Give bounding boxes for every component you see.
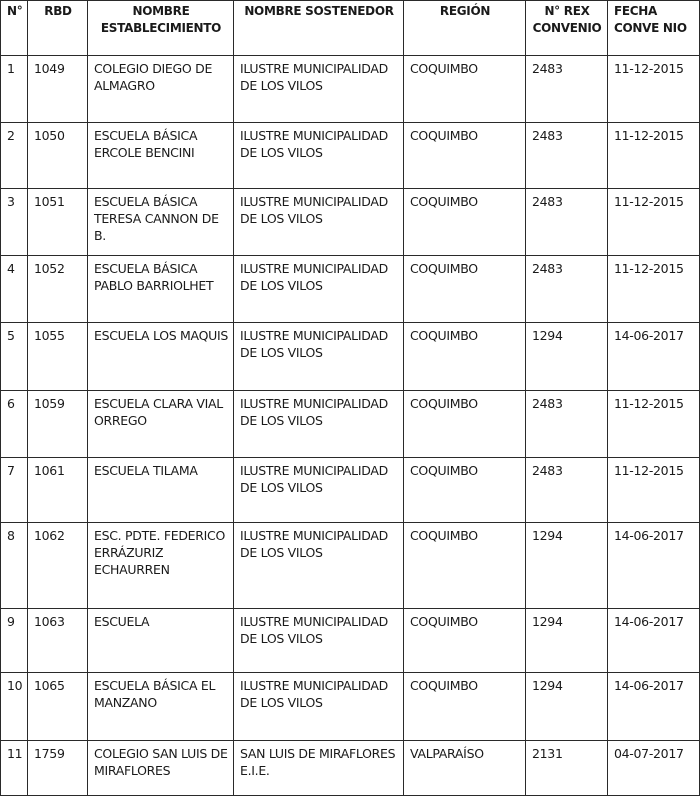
cell-rbd: 1055 (27, 322, 88, 391)
table-row: 2 1050 ESCUELA BÁSICA ERCOLE BENCINI ILUSTR… (0, 122, 700, 189)
cell-region: COQUIMBO (403, 608, 526, 673)
cell-fecha: 14-06-2017 (607, 608, 700, 673)
cell-rex: 2483 (525, 390, 608, 458)
header-rbd: RBD (27, 0, 88, 56)
cell-establecimiento: ESCUELA CLARA VIAL ORREGO (87, 390, 234, 458)
table-row: 1 1049 COLEGIO DIEGO DE ALMAGRO ILUSTRE MUN… (0, 55, 700, 123)
cell-region: COQUIMBO (403, 522, 526, 609)
cell-sostenedor: ILUSTRE MUNICIPALIDAD DE LOS VILOS (233, 390, 404, 458)
cell-fecha: 14-06-2017 (607, 322, 700, 391)
cell-fecha: 14-06-2017 (607, 672, 700, 741)
cell-n: 4 (0, 255, 28, 323)
cell-region: COQUIMBO (403, 322, 526, 391)
cell-rbd: 1049 (27, 55, 88, 123)
cell-rbd: 1050 (27, 122, 88, 189)
cell-n: 5 (0, 322, 28, 391)
cell-fecha: 11-12-2015 (607, 390, 700, 458)
cell-sostenedor: ILUSTRE MUNICIPALIDAD DE LOS VILOS (233, 608, 404, 673)
cell-fecha: 11-12-2015 (607, 122, 700, 189)
header-n: N° (0, 0, 28, 56)
cell-rbd: 1065 (27, 672, 88, 741)
cell-establecimiento: ESCUELA (87, 608, 234, 673)
cell-region: COQUIMBO (403, 672, 526, 741)
cell-region: COQUIMBO (403, 457, 526, 523)
cell-establecimiento: COLEGIO DIEGO DE ALMAGRO (87, 55, 234, 123)
cell-sostenedor: ILUSTRE MUNICIPALIDAD DE LOS VILOS (233, 188, 404, 256)
table-row: 3 1051 ESCUELA BÁSICA TERESA CANNON DE B. I… (0, 188, 700, 256)
cell-sostenedor: SAN LUIS DE MIRAFLORES E.I.E. (233, 740, 404, 796)
table-row: 6 1059 ESCUELA CLARA VIAL ORREGO ILUSTRE MU… (0, 390, 700, 458)
cell-establecimiento: ESC. PDTE. FEDERICO ERRÁZURIZ ECHAURREN (87, 522, 234, 609)
table-row: 7 1061 ESCUELA TILAMA ILUSTRE MUNICIPALIDAD… (0, 457, 700, 523)
cell-region: COQUIMBO (403, 55, 526, 123)
cell-n: 6 (0, 390, 28, 458)
cell-establecimiento: ESCUELA LOS MAQUIS (87, 322, 234, 391)
cell-establecimiento: ESCUELA TILAMA (87, 457, 234, 523)
cell-region: VALPARAÍSO (403, 740, 526, 796)
cell-fecha: 11-12-2015 (607, 255, 700, 323)
header-establecimiento: NOMBRE ESTABLECIMIENTO (87, 0, 234, 56)
cell-rex: 2483 (525, 457, 608, 523)
cell-n: 7 (0, 457, 28, 523)
cell-fecha: 04-07-2017 (607, 740, 700, 796)
cell-rbd: 1052 (27, 255, 88, 323)
cell-fecha: 11-12-2015 (607, 457, 700, 523)
cell-rex: 1294 (525, 322, 608, 391)
cell-sostenedor: ILUSTRE MUNICIPALIDAD DE LOS VILOS (233, 522, 404, 609)
header-fecha: FECHA CONVE NIO (607, 0, 700, 56)
cell-rbd: 1051 (27, 188, 88, 256)
cell-rbd: 1063 (27, 608, 88, 673)
table-row: 10 1065 ESCUELA BÁSICA EL MANZANO ILUSTRE M… (0, 672, 700, 741)
cell-sostenedor: ILUSTRE MUNICIPALIDAD DE LOS VILOS (233, 122, 404, 189)
cell-rbd: 1759 (27, 740, 88, 796)
cell-sostenedor: ILUSTRE MUNICIPALIDAD DE LOS VILOS (233, 672, 404, 741)
cell-establecimiento: ESCUELA BÁSICA PABLO BARRIOLHET (87, 255, 234, 323)
cell-sostenedor: ILUSTRE MUNICIPALIDAD DE LOS VILOS (233, 255, 404, 323)
cell-sostenedor: ILUSTRE MUNICIPALIDAD DE LOS VILOS (233, 457, 404, 523)
cell-sostenedor: ILUSTRE MUNICIPALIDAD DE LOS VILOS (233, 55, 404, 123)
cell-n: 3 (0, 188, 28, 256)
cell-rbd: 1061 (27, 457, 88, 523)
cell-fecha: 14-06-2017 (607, 522, 700, 609)
cell-rex: 2131 (525, 740, 608, 796)
cell-rex: 2483 (525, 255, 608, 323)
cell-rbd: 1059 (27, 390, 88, 458)
cell-establecimiento: ESCUELA BÁSICA EL MANZANO (87, 672, 234, 741)
cell-region: COQUIMBO (403, 255, 526, 323)
cell-establecimiento: COLEGIO SAN LUIS DE MIRAFLORES (87, 740, 234, 796)
cell-rex: 2483 (525, 188, 608, 256)
header-sostenedor: NOMBRE SOSTENEDOR (233, 0, 404, 56)
cell-establecimiento: ESCUELA BÁSICA TERESA CANNON DE B. (87, 188, 234, 256)
cell-fecha: 11-12-2015 (607, 55, 700, 123)
table-row: 9 1063 ESCUELA ILUSTRE MUNICIPALIDAD DE LOS… (0, 608, 700, 673)
cell-n: 11 (0, 740, 28, 796)
table-row: 8 1062 ESC. PDTE. FEDERICO ERRÁZURIZ ECHAU… (0, 522, 700, 609)
cell-n: 8 (0, 522, 28, 609)
table-row: 5 1055 ESCUELA LOS MAQUIS ILUSTRE MUNICIPAL… (0, 322, 700, 391)
cell-establecimiento: ESCUELA BÁSICA ERCOLE BENCINI (87, 122, 234, 189)
header-region: REGIÓN (403, 0, 526, 56)
cell-n: 1 (0, 55, 28, 123)
cell-rex: 1294 (525, 672, 608, 741)
cell-region: COQUIMBO (403, 390, 526, 458)
cell-rbd: 1062 (27, 522, 88, 609)
header-rex: N° REX CONVENIO (525, 0, 608, 56)
cell-sostenedor: ILUSTRE MUNICIPALIDAD DE LOS VILOS (233, 322, 404, 391)
table-row: 11 1759 COLEGIO SAN LUIS DE MIRAFLORES SAN … (0, 740, 700, 796)
cell-rex: 1294 (525, 608, 608, 673)
cell-region: COQUIMBO (403, 122, 526, 189)
cell-n: 2 (0, 122, 28, 189)
table-row: 4 1052 ESCUELA BÁSICA PABLO BARRIOLHET ILUS… (0, 255, 700, 323)
cell-region: COQUIMBO (403, 188, 526, 256)
cell-rex: 2483 (525, 55, 608, 123)
cell-fecha: 11-12-2015 (607, 188, 700, 256)
cell-rex: 1294 (525, 522, 608, 609)
header-row: N° RBD NOMBRE ESTABLECIMIENTO NOMBRE SOS… (0, 0, 700, 56)
cell-n: 10 (0, 672, 28, 741)
cell-n: 9 (0, 608, 28, 673)
cell-rex: 2483 (525, 122, 608, 189)
